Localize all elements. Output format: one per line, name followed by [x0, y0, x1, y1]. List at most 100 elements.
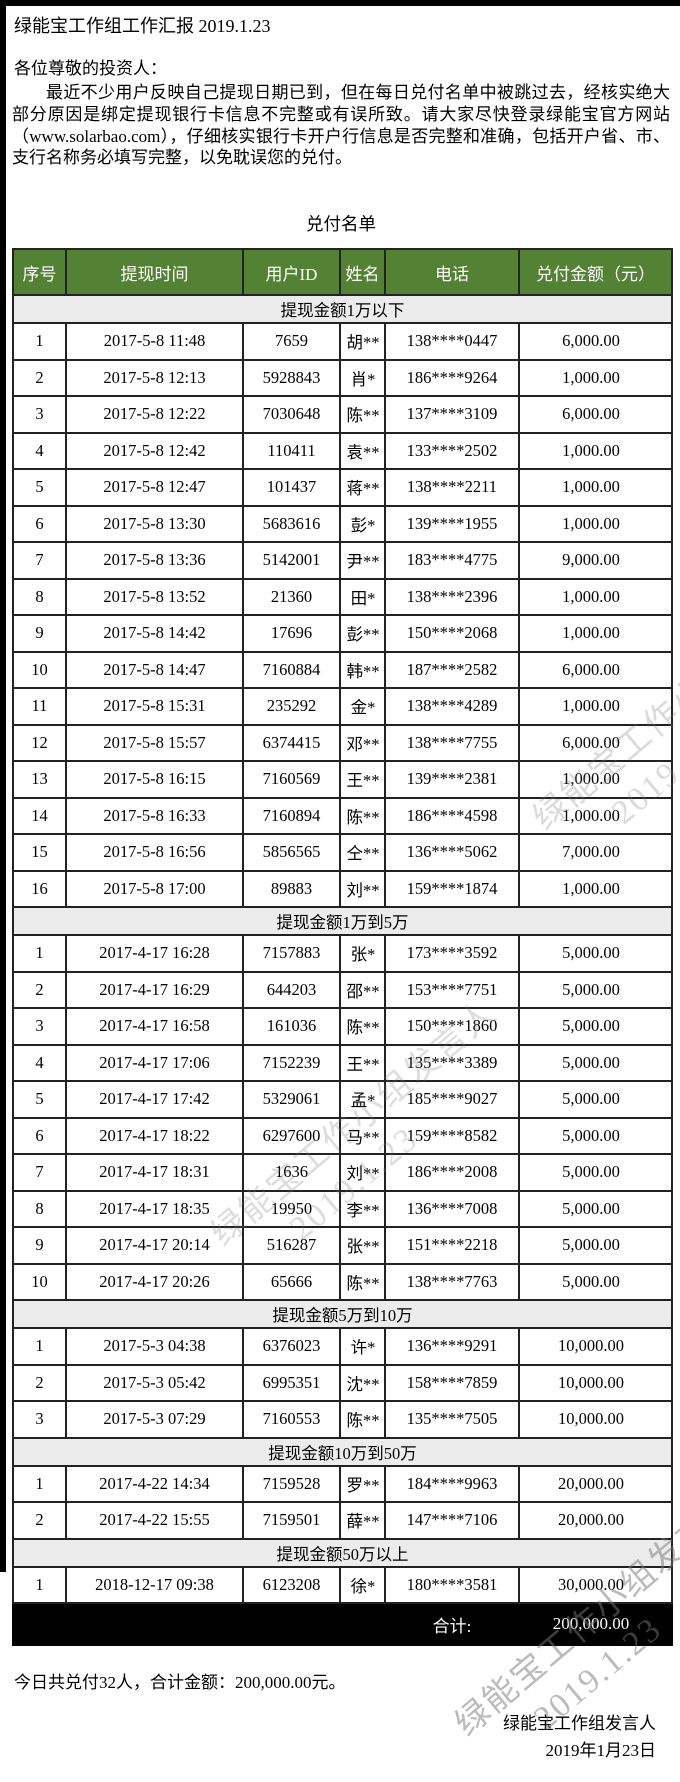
cell-name: 王**	[339, 1043, 386, 1083]
section-label: 提现金额50万以上	[12, 1537, 673, 1568]
cell-name: 仝**	[339, 833, 386, 872]
cell-amount: 10,000.00	[518, 1327, 673, 1366]
cell-withdraw-time: 2017-5-8 14:42	[65, 614, 244, 653]
cell-user-id: 7160884	[242, 650, 341, 690]
cell-name: 彭**	[339, 614, 386, 653]
cell-index: 4	[12, 431, 67, 471]
cell-name: 马**	[339, 1116, 386, 1156]
payout-row: 2 2017-5-8 12:13 5928843 肖* 186****9264 1,000…	[12, 358, 673, 398]
cell-index: 10	[12, 650, 67, 690]
cell-amount: 6,000.00	[518, 650, 673, 690]
cell-amount: 6,000.00	[518, 322, 673, 361]
cell-withdraw-time: 2017-4-17 16:29	[65, 970, 244, 1010]
cell-withdraw-time: 2017-5-3 07:29	[65, 1400, 244, 1439]
cell-withdraw-time: 2017-5-8 17:00	[65, 869, 244, 909]
cell-index: 1	[12, 322, 67, 361]
column-header: 序号	[12, 248, 67, 297]
cell-user-id: 7030648	[242, 395, 341, 434]
cell-name: 王**	[339, 760, 386, 799]
cell-withdraw-time: 2017-4-17 20:26	[65, 1262, 244, 1302]
cell-withdraw-time: 2017-5-8 13:52	[65, 577, 244, 617]
cell-user-id: 6374415	[242, 723, 341, 763]
cell-phone: 138****2211	[384, 468, 520, 507]
cell-user-id: 644203	[242, 970, 341, 1010]
cell-index: 1	[12, 934, 67, 973]
payout-row: 11 2017-5-8 15:31 235292 金* 138****4289 1,000…	[12, 687, 673, 726]
cell-phone: 151****2218	[384, 1226, 520, 1265]
signature-date: 2019年1月23日	[545, 1741, 657, 1761]
cell-user-id: 5856565	[242, 833, 341, 872]
cell-index: 11	[12, 687, 67, 726]
cell-name: 蒋**	[339, 468, 386, 507]
cell-phone: 153****7751	[384, 970, 520, 1010]
payout-row: 7 2017-4-17 18:31 1636 刘** 186****2008 5,000.…	[12, 1153, 673, 1192]
section-label: 提现金额1万到5万	[12, 906, 673, 937]
cell-withdraw-time: 2018-12-17 09:38	[65, 1565, 244, 1605]
cell-phone: 135****7505	[384, 1400, 520, 1439]
cell-name: 陈**	[339, 395, 386, 434]
cell-user-id: 7152239	[242, 1043, 341, 1083]
cell-phone: 186****2008	[384, 1153, 520, 1192]
cell-name: 沈**	[339, 1363, 386, 1403]
cell-phone: 136****9291	[384, 1327, 520, 1366]
payout-row: 5 2017-5-8 12:47 101437 蒋** 138****2211 1,000…	[12, 468, 673, 507]
column-header: 兑付金额（元）	[518, 248, 673, 297]
cell-index: 1	[12, 1464, 67, 1504]
total-amount: 200,000.00	[518, 1602, 673, 1647]
cell-phone: 173****3592	[384, 934, 520, 973]
cell-withdraw-time: 2017-5-3 04:38	[65, 1327, 244, 1366]
signer-name: 绿能宝工作组发言人	[503, 1714, 656, 1734]
cell-name: 张**	[339, 1226, 386, 1265]
cell-name: 韩**	[339, 650, 386, 690]
cell-phone: 158****7859	[384, 1363, 520, 1403]
cell-withdraw-time: 2017-5-8 12:47	[65, 468, 244, 507]
cell-phone: 139****2381	[384, 760, 520, 799]
cell-amount: 5,000.00	[518, 1007, 673, 1046]
cell-withdraw-time: 2017-5-8 15:57	[65, 723, 244, 763]
cell-amount: 9,000.00	[518, 541, 673, 580]
cell-phone: 180****3581	[384, 1565, 520, 1605]
cell-index: 2	[12, 1363, 67, 1403]
payout-row: 1 2017-5-3 04:38 6376023 许* 136****9291 10,00…	[12, 1327, 673, 1366]
payout-row: 2 2017-5-3 05:42 6995351 沈** 158****7859 10,0…	[12, 1363, 673, 1403]
cell-index: 13	[12, 760, 67, 799]
greeting-line: 各位尊敬的投资人：	[14, 59, 167, 78]
cell-withdraw-time: 2017-4-17 17:42	[65, 1080, 244, 1119]
cell-user-id: 101437	[242, 468, 341, 507]
cell-amount: 6,000.00	[518, 723, 673, 763]
cell-amount: 5,000.00	[518, 1043, 673, 1083]
payout-row: 16 2017-5-8 17:00 89883 刘** 159****1874 1,000…	[12, 869, 673, 909]
cell-index: 8	[12, 577, 67, 617]
cell-index: 6	[12, 504, 67, 544]
cell-name: 田*	[339, 577, 386, 617]
cell-index: 5	[12, 468, 67, 507]
cell-withdraw-time: 2017-5-8 13:30	[65, 504, 244, 544]
cell-phone: 139****1955	[384, 504, 520, 544]
cell-withdraw-time: 2017-5-8 13:36	[65, 541, 244, 580]
cell-withdraw-time: 2017-5-3 05:42	[65, 1363, 244, 1403]
cell-name: 肖*	[339, 358, 386, 398]
payout-row: 10 2017-5-8 14:47 7160884 韩** 187****2582 6,0…	[12, 650, 673, 690]
payout-row: 3 2017-5-8 12:22 7030648 陈** 137****3109 6,00…	[12, 395, 673, 434]
cell-amount: 1,000.00	[518, 358, 673, 398]
payout-row: 2 2017-4-17 16:29 644203 邵** 153****7751 5,00…	[12, 970, 673, 1010]
cell-name: 陈**	[339, 1007, 386, 1046]
cell-index: 4	[12, 1043, 67, 1083]
payout-row: 1 2017-4-17 16:28 7157883 张* 173****3592 5,00…	[12, 934, 673, 973]
cell-name: 袁**	[339, 431, 386, 471]
cell-user-id: 7160894	[242, 796, 341, 836]
cell-user-id: 5683616	[242, 504, 341, 544]
payout-row: 1 2017-4-22 14:34 7159528 罗** 184****9963 20,…	[12, 1464, 673, 1504]
cell-amount: 5,000.00	[518, 1226, 673, 1265]
cell-index: 5	[12, 1080, 67, 1119]
cell-index: 14	[12, 796, 67, 836]
cell-amount: 5,000.00	[518, 1262, 673, 1302]
cell-name: 陈**	[339, 1400, 386, 1439]
cell-index: 8	[12, 1189, 67, 1229]
cell-name: 孟*	[339, 1080, 386, 1119]
cell-user-id: 6297600	[242, 1116, 341, 1156]
cell-phone: 159****8582	[384, 1116, 520, 1156]
cell-phone: 150****2068	[384, 614, 520, 653]
cell-index: 3	[12, 1007, 67, 1046]
cell-withdraw-time: 2017-5-8 16:56	[65, 833, 244, 872]
